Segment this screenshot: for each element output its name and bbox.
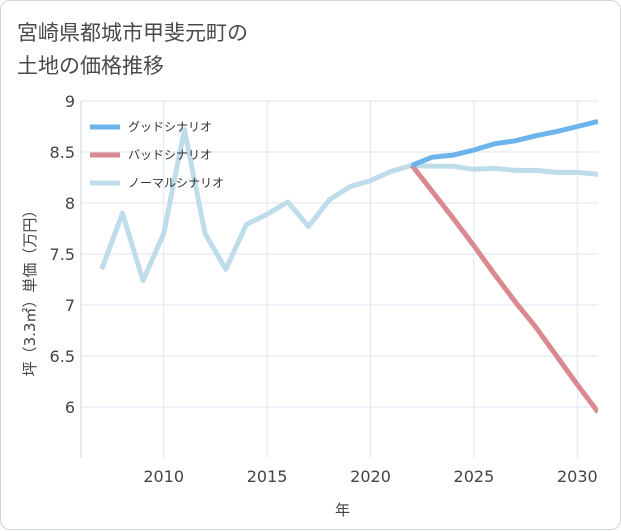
y-tick-label: 7 (65, 296, 75, 315)
y-axis-label: 坪（3.3㎡）単価（万円） (21, 203, 39, 377)
series-line-1 (409, 163, 598, 414)
series-group (99, 118, 598, 414)
y-tick-label: 6 (65, 398, 75, 417)
y-tick-label: 8 (65, 194, 75, 213)
legend-label: バッドシナリオ (128, 148, 212, 162)
x-tick-label: 2015 (247, 467, 288, 486)
x-tick-label: 2010 (143, 467, 184, 486)
plot-area (81, 101, 598, 458)
y-tick-label: 6.5 (50, 347, 75, 366)
series-line-2 (99, 127, 598, 283)
legend-label: ノーマルシナリオ (128, 176, 224, 190)
series-line-0 (410, 118, 598, 168)
y-tick-label: 9 (65, 92, 75, 111)
x-axis-label: 年 (335, 501, 350, 519)
legend-label: グッドシナリオ (128, 120, 212, 134)
x-tick-label: 2030 (557, 467, 598, 486)
chart-title: 宮崎県都城市甲斐元町の 土地の価格推移 (17, 21, 248, 78)
x-tick-label: 2020 (350, 467, 391, 486)
y-tick-label: 8.5 (50, 143, 75, 162)
x-tick-label: 2025 (454, 467, 495, 486)
y-tick-label: 7.5 (50, 245, 75, 264)
